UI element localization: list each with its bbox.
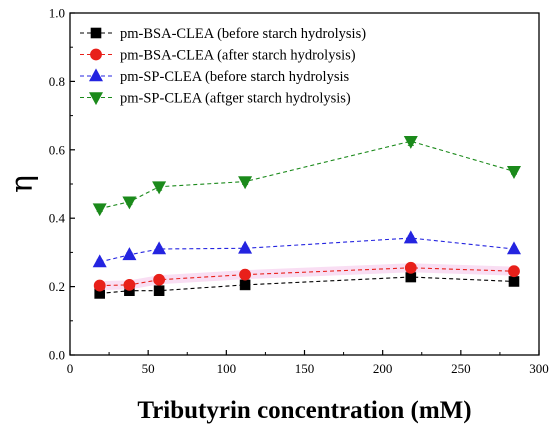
data-point (92, 203, 107, 217)
legend-label: pm-SP-CLEA (aftger starch hydrolysis) (120, 91, 351, 107)
series-1 (93, 261, 520, 292)
data-point (122, 196, 137, 210)
data-point (238, 240, 253, 254)
x-tick-label: 300 (529, 361, 549, 376)
axes-layer: 0 50 100 150 200 250 300 0.0 0.2 0.4 0.6 0.8 1.0 (49, 6, 549, 377)
data-point (508, 276, 520, 287)
data-point (123, 278, 136, 291)
data-point (152, 241, 167, 255)
y-tick-label: 0.4 (49, 211, 66, 226)
data-point (92, 254, 107, 268)
legend-marker (88, 68, 104, 82)
legend-entry-2: pm-SP-CLEA (before starch hydrolysis (80, 68, 350, 85)
data-point (153, 285, 165, 297)
data-point (239, 268, 251, 281)
legend-entry-0: pm-BSA-CLEA (before starch hydrolysis) (80, 26, 366, 42)
legend-label: pm-BSA-CLEA (after starch hydrolysis) (120, 48, 356, 64)
data-point (152, 181, 167, 195)
data-point (238, 176, 253, 190)
y-tick-label: 0.0 (49, 348, 65, 363)
x-tick-label: 150 (295, 361, 315, 376)
legend: pm-BSA-CLEA (before starch hydrolysis) pm… (80, 26, 366, 107)
x-tick-label: 50 (142, 361, 155, 376)
x-tick-label: 200 (373, 361, 393, 376)
legend-marker (90, 48, 102, 61)
data-point (153, 273, 166, 286)
y-axis-title: η (5, 175, 40, 193)
legend-entry-1: pm-BSA-CLEA (after starch hydrolysis) (80, 48, 356, 64)
series-line (99, 140, 515, 210)
y-tick-label: 0.2 (49, 279, 65, 294)
legend-label: pm-BSA-CLEA (before starch hydrolysis) (120, 26, 366, 42)
legend-marker (90, 27, 102, 39)
data-point (506, 166, 521, 179)
x-axis-title: Tributyrin concentration (mM) (137, 397, 471, 424)
x-tick-label: 100 (217, 361, 237, 376)
x-tick-label: 250 (451, 361, 471, 376)
series-3 (92, 135, 521, 217)
legend-label: pm-SP-CLEA (before starch hydrolysis (120, 69, 350, 85)
data-point (403, 135, 418, 149)
legend-marker (88, 92, 104, 106)
data-point (403, 230, 418, 244)
plot-frame (69, 12, 540, 356)
legend-entry-3: pm-SP-CLEA (aftger starch hydrolysis) (80, 91, 351, 107)
series-2 (92, 230, 521, 268)
data-point (122, 247, 137, 261)
data-point (239, 279, 251, 291)
y-tick-label: 0.6 (49, 142, 66, 157)
x-tick-label: 0 (67, 361, 74, 376)
data-point (506, 241, 521, 255)
data-point (508, 265, 520, 278)
series-layer (92, 135, 521, 299)
y-tick-label: 0.8 (49, 74, 65, 89)
data-point (93, 279, 106, 292)
y-tick-label: 1.0 (49, 6, 65, 21)
series-line (99, 237, 515, 263)
data-point (404, 261, 417, 274)
